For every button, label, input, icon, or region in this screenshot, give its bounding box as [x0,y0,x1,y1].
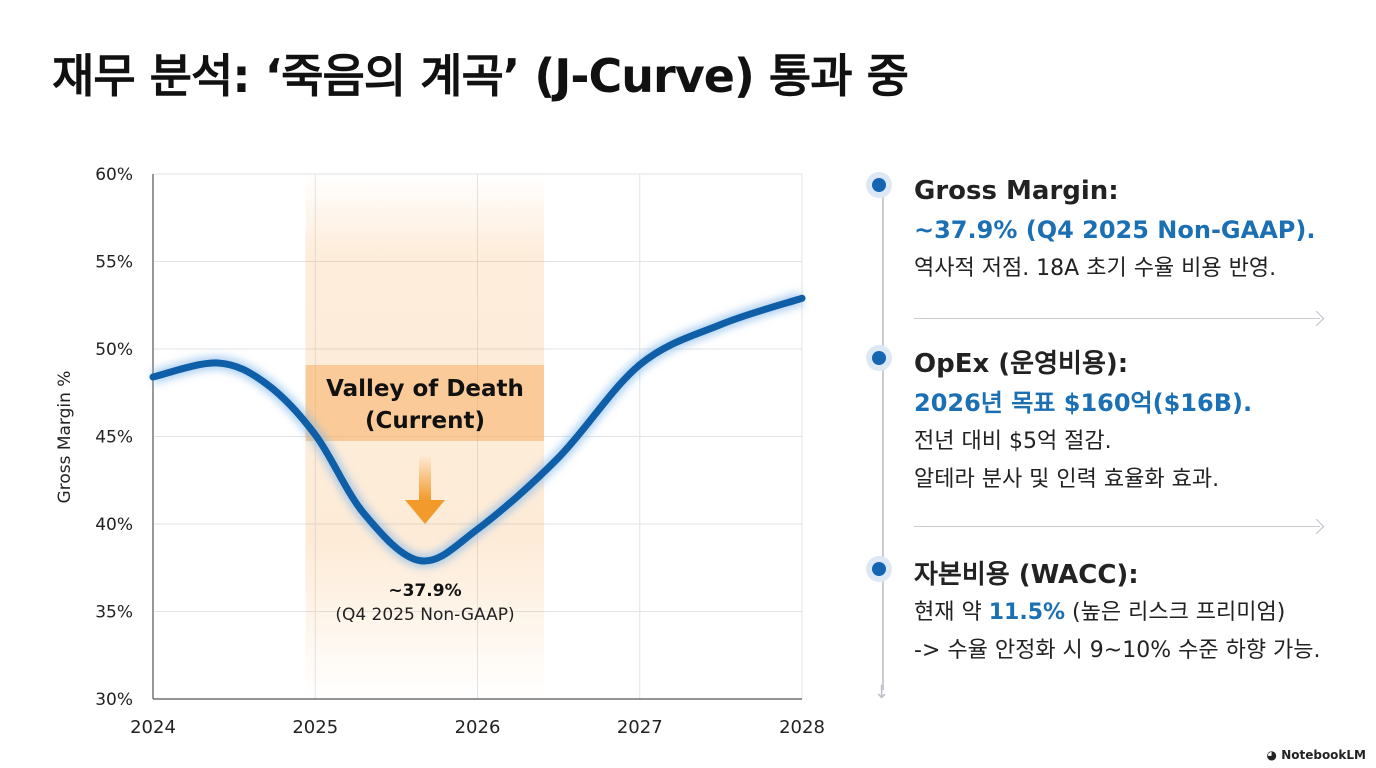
annotation-note: (Q4 2025 Non-GAAP) [335,605,514,625]
y-tick-label: 60% [95,165,133,185]
hl-label-2: (Current) [365,408,485,434]
y-tick-label: 40% [95,515,133,535]
item-text: 알테라 분사 및 인력 효율화 효과. [914,467,1220,492]
item-highlight: 2026년 목표 $160억($16B). [914,389,1253,417]
y-axis-label: Gross Margin % [55,371,75,504]
down-arrow-shaft [419,455,431,500]
panel-item-gross-margin: Gross Margin: ~37.9% (Q4 2025 Non-GAAP).… [872,172,1316,288]
y-tick-label: 55% [95,253,133,273]
item-heading: 자본비용 (WACC): [914,560,1139,590]
separator-arrow [914,526,1320,527]
item-heading: OpEx (운영비용): [914,349,1129,379]
bullet-dot-icon [872,178,886,192]
gross-margin-chart: 30% 35% 40% 45% 50% 55% 60% 2024 2025 2026 2027 202… [55,165,825,738]
item-text: 역사적 저점. 18A 초기 수율 비용 반영. [914,256,1277,281]
timeline-line [882,195,884,690]
series-line [149,294,806,565]
panel-item-opex: OpEx (운영비용): 2026년 목표 $160억($16B). 전년 대비… [872,345,1253,499]
valley-label-box [305,365,545,441]
item-heading: Gross Margin: [914,176,1119,206]
item-text: 전년 대비 $5억 절감. [914,429,1112,454]
valley-highlight-band [305,174,545,699]
item-text: -> 수율 안정화 시 9~10% 수준 하향 가능. [914,638,1321,663]
x-tick-label: 2026 [455,717,501,738]
bullet-dot-icon [872,351,886,365]
y-tick-label: 50% [95,340,133,360]
timeline-arrow-icon: ↓ [874,682,890,703]
bullet-dot-icon [872,562,886,576]
separator-arrow [914,318,1320,319]
item-text: 현재 약 11.5% (높은 리스크 프리미엄) [914,600,1286,625]
y-tick-label: 30% [95,690,133,710]
x-tick-label: 2028 [779,717,825,738]
annotation-value: ~37.9% [388,581,461,601]
x-tick-label: 2025 [292,717,338,738]
page-title: 재무 분석: ‘죽음의 계곡’ (J-Curve) 통과 중 [52,49,909,103]
panel-item-wacc: 자본비용 (WACC): 현재 약 11.5% (높은 리스크 프리미엄) ->… [872,556,1321,670]
down-arrow-icon [405,500,445,524]
y-tick-label: 35% [95,603,133,623]
item-highlight: ~37.9% (Q4 2025 Non-GAAP). [914,216,1316,244]
y-tick-label: 45% [95,428,133,448]
brand-logo: ◕ NotebookLM [1266,748,1366,762]
hl-label-1: Valley of Death [326,376,524,402]
x-tick-label: 2024 [130,717,176,738]
x-tick-label: 2027 [617,717,663,738]
